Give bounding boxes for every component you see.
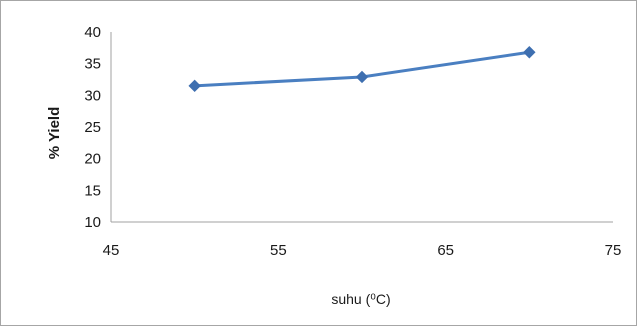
data-point-marker <box>188 79 201 93</box>
y-tick-label: 40 <box>84 24 101 41</box>
y-tick-label: 25 <box>84 119 101 136</box>
data-point-marker <box>355 70 369 84</box>
y-tick-labels: 10 15 20 25 30 35 40 <box>84 24 101 231</box>
axes <box>110 32 613 223</box>
x-tick-label: 75 <box>605 242 622 259</box>
x-axis-title: suhu (⁰C) <box>331 291 390 307</box>
y-tick-label: 30 <box>84 87 101 104</box>
y-tick-label: 20 <box>84 151 101 168</box>
y-tick-label: 35 <box>84 56 101 73</box>
y-axis-title: % Yield <box>46 107 63 160</box>
x-tick-labels: 45 55 65 75 <box>103 242 622 259</box>
y-tick-label: 10 <box>84 214 101 231</box>
x-tick-label: 55 <box>270 242 287 259</box>
y-tick-label: 15 <box>84 182 101 199</box>
data-point-marker <box>523 46 536 59</box>
x-tick-label: 65 <box>437 242 454 259</box>
x-tick-label: 45 <box>103 242 120 259</box>
series <box>188 46 536 93</box>
